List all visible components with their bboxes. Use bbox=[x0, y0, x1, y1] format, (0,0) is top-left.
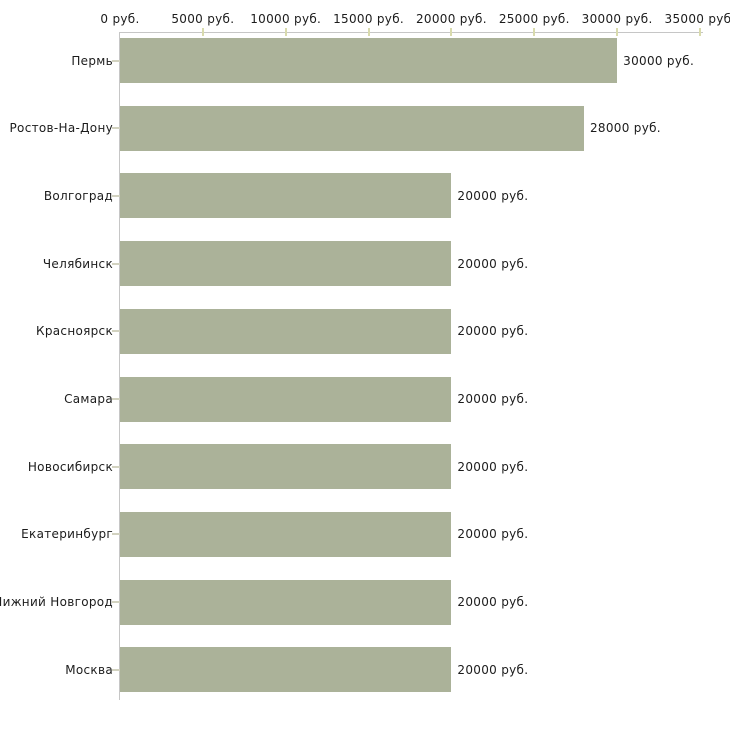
bar bbox=[120, 105, 584, 151]
category-tick bbox=[112, 194, 120, 197]
value-label: 30000 руб. bbox=[623, 53, 695, 68]
y-axis-line bbox=[119, 32, 120, 700]
bar bbox=[120, 38, 618, 83]
category-label: Москва bbox=[65, 662, 113, 677]
value-label: 28000 руб. bbox=[590, 121, 661, 136]
x-axis-tick bbox=[284, 28, 287, 36]
x-axis-tick bbox=[450, 28, 453, 36]
x-axis-tick bbox=[616, 28, 619, 36]
value-label: 20000 руб. bbox=[457, 256, 529, 271]
bar bbox=[120, 173, 452, 219]
value-label: 20000 руб. bbox=[457, 595, 529, 610]
x-axis-tick-label: 5000 руб. bbox=[171, 12, 235, 26]
x-axis-tick-label: 20000 руб. bbox=[415, 12, 487, 26]
value-label: 20000 руб. bbox=[457, 324, 529, 339]
category-label: Екатеринбург bbox=[21, 527, 113, 542]
category-label: Нижний Новгород bbox=[0, 595, 113, 610]
category-tick bbox=[112, 398, 120, 400]
x-axis-tick bbox=[367, 28, 370, 36]
category-label: Новосибирск bbox=[27, 459, 113, 474]
bar bbox=[120, 444, 452, 490]
value-label: 20000 руб. bbox=[457, 662, 529, 677]
value-label: 20000 руб. bbox=[457, 459, 529, 474]
value-label: 20000 руб. bbox=[457, 527, 529, 542]
category-label: Самара bbox=[64, 392, 113, 406]
category-tick bbox=[112, 330, 120, 333]
category-tick bbox=[112, 601, 120, 604]
category-label: Пермь bbox=[71, 53, 113, 68]
category-tick bbox=[112, 533, 120, 536]
category-label: Ростов-На-Дону bbox=[9, 121, 113, 136]
category-tick bbox=[112, 59, 120, 62]
bar bbox=[120, 511, 452, 557]
category-label: Красноярск bbox=[36, 324, 113, 339]
bar bbox=[120, 308, 452, 354]
category-tick bbox=[112, 465, 120, 468]
x-axis-tick-label: 15000 руб. bbox=[333, 12, 405, 26]
bar bbox=[120, 241, 452, 287]
x-axis-tick bbox=[201, 28, 204, 36]
bar bbox=[120, 647, 452, 693]
x-axis-tick-label: 30000 руб. bbox=[581, 12, 653, 26]
x-axis-tick-label: 25000 руб. bbox=[498, 12, 570, 26]
category-label: Челябинск bbox=[42, 256, 113, 271]
category-tick bbox=[112, 262, 120, 265]
x-axis-tick bbox=[699, 28, 701, 36]
category-tick bbox=[112, 668, 120, 671]
x-axis-tick-label: 10000 руб. bbox=[250, 12, 322, 26]
value-label: 20000 руб. bbox=[457, 188, 529, 203]
x-axis-tick-label: 0 руб. bbox=[100, 12, 140, 26]
bar bbox=[120, 376, 452, 422]
x-axis-line bbox=[120, 32, 703, 33]
value-label: 20000 руб. bbox=[457, 392, 529, 406]
category-label: Волгоград bbox=[43, 188, 113, 203]
bar bbox=[120, 579, 452, 625]
x-axis-tick bbox=[533, 28, 536, 36]
x-axis-tick-label: 35000 руб. bbox=[664, 12, 730, 26]
category-tick bbox=[112, 127, 120, 130]
